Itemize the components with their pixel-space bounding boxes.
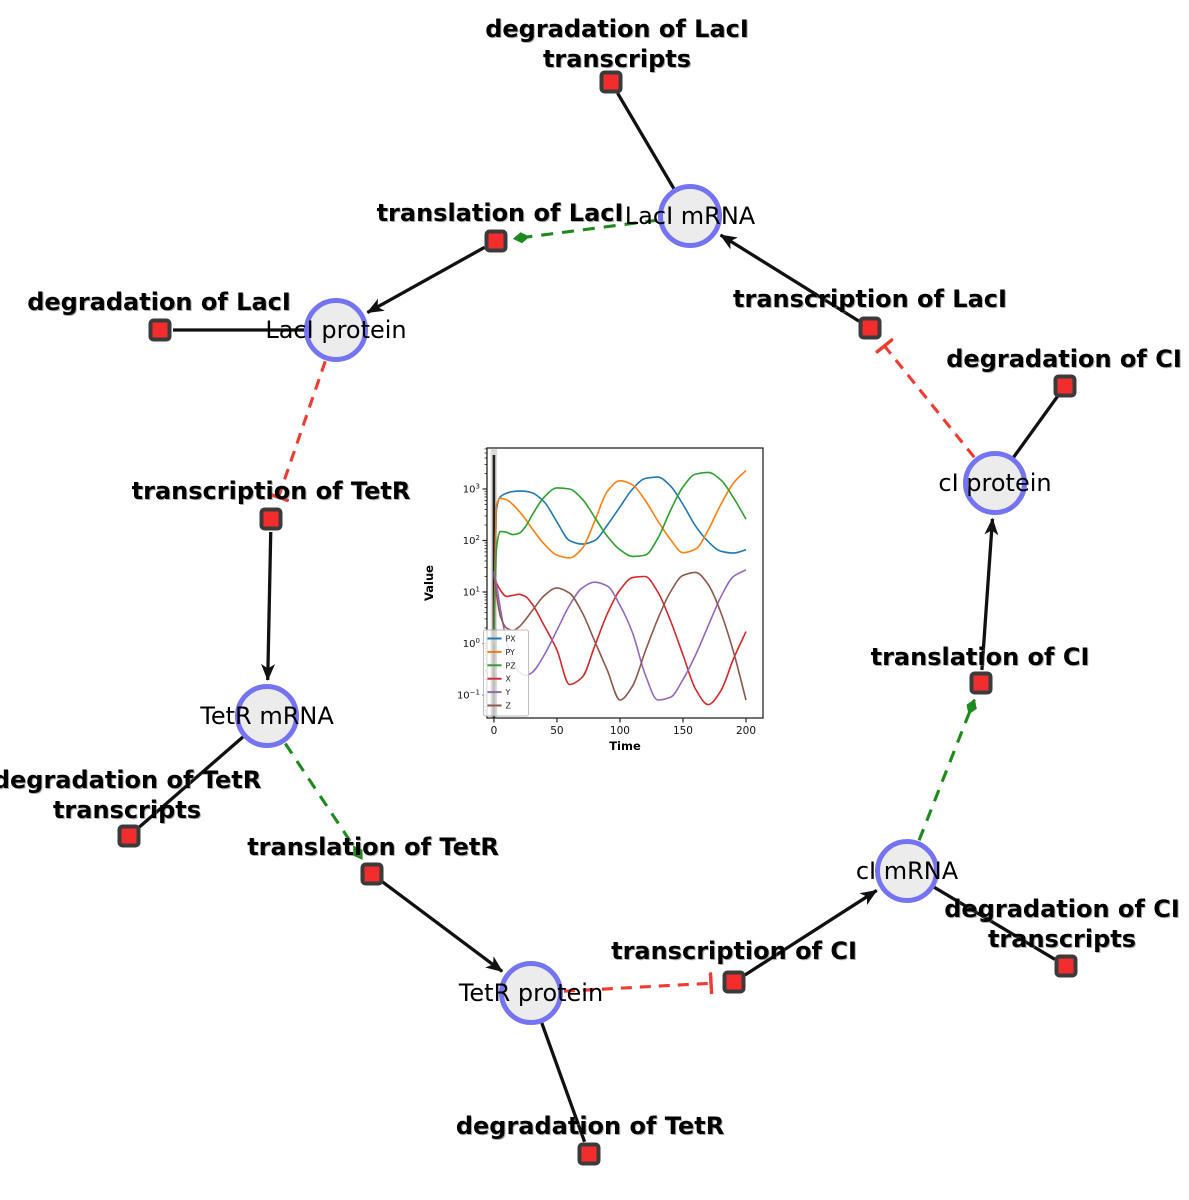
legend-label-z: Z [506,702,511,711]
species-node-ci-mrna[interactable] [875,839,939,903]
species-node-ci-protein[interactable] [963,451,1027,515]
reaction-node-transcription-ci[interactable] [722,970,746,994]
reaction-node-translation-tetr[interactable] [360,862,384,886]
species-label-laci-protein: LacI protein [265,316,407,344]
x-tick-label: 0 [491,725,498,737]
reaction-label-transcription-ci: transcription of CI [611,936,857,966]
edge-consume-tetr-mrna-to-deg-tetr-tx [137,735,245,829]
y-tick-label: 10−1 [457,688,480,701]
reaction-label-line: translation of CI [870,643,1090,671]
reaction-label-line: degradation of CI [946,345,1182,373]
reaction-label-deg-tetr-tx: degradation of TetR transcripts [0,765,261,825]
species-node-laci-protein[interactable] [304,298,368,362]
reaction-node-deg-tetr[interactable] [577,1142,601,1166]
edge-consume-ci-mrna-to-deg-ci-tx [932,885,1056,961]
reaction-label-deg-ci-tx: degradation of CI transcripts [944,894,1180,954]
species-label-laci-mrna: LacI mRNA [624,202,756,230]
legend-label-px: PX [506,635,517,644]
y-axis-label: Value [422,565,436,601]
legend-label-pz: PZ [506,661,516,670]
plot-frame [486,447,764,719]
reaction-node-transcription-tetr[interactable] [259,507,283,531]
reaction-label-line: transcripts [52,796,202,824]
reaction-label-line: transcripts [542,45,692,73]
reaction-node-translation-laci[interactable] [484,229,508,253]
edge-consume-ci-protein-to-deg-ci [1011,395,1059,459]
series-line-z [493,571,747,701]
reaction-label-transcription-laci: transcription of LacI [733,284,1007,314]
edge-inhibit-ci-protein-to-transcription-laci [884,346,976,459]
edge-modifier-laci-mrna-to-translation-laci [512,218,658,244]
reaction-label-line: transcription of LacI [733,285,1007,313]
legend-label-y: Y [505,688,511,697]
species-label-ci-mrna: cI mRNA [855,857,959,885]
y-tick-label: 103 [463,482,480,495]
edge-produce-transcription-laci-to-laci-mrna [719,233,860,323]
reaction-label-line: transcription of CI [611,937,857,965]
reaction-label-deg-laci-tx: degradation of LacI transcripts [485,14,749,74]
edge-modifier-tetr-mrna-to-translation-tetr [283,742,364,860]
species-label-ci-protein: cI protein [938,469,1052,497]
reaction-node-transcription-laci[interactable] [858,316,882,340]
reaction-label-line: translation of TetR [247,833,499,861]
edge-consume-tetr-protein-to-deg-tetr [539,1021,587,1143]
series-line-py [493,469,747,644]
reaction-label-line: degradation of LacI [27,288,291,316]
reaction-label-translation-ci: translation of CI [871,642,1090,672]
reaction-label-transcription-tetr: transcription of TetR [132,476,411,506]
reaction-label-line: translation of LacI [376,199,624,227]
reaction-label-translation-laci: translation of LacI [377,198,624,228]
x-tick-label: 200 [736,725,756,737]
reaction-label-line: degradation of TetR [0,766,262,794]
species-label-tetr-protein: TetR protein [458,979,604,1007]
reaction-node-deg-tetr-tx[interactable] [117,824,141,848]
series-line-px [493,476,747,644]
y-tick-label: 101 [463,585,480,598]
species-node-tetr-protein[interactable] [499,961,563,1025]
reaction-label-line: transcription of TetR [131,477,411,505]
y-tick-label: 102 [463,534,480,547]
x-tick-label: 50 [550,725,563,737]
reaction-node-deg-laci[interactable] [148,318,172,342]
x-axis-label: Time [609,739,641,753]
reaction-label-deg-tetr: degradation of TetR [456,1111,724,1141]
reaction-node-deg-ci-tx[interactable] [1054,954,1078,978]
x-tick-label: 100 [610,725,630,737]
edge-produce-transcription-tetr-to-tetr-mrna [261,531,276,682]
plot-area [492,455,747,718]
reaction-label-deg-ci: degradation of CI [946,344,1182,374]
edge-produce-transcription-ci-to-ci-mrna [744,889,878,977]
edge-inhibit-tetr-protein-to-transcription-ci [563,983,711,991]
legend-label-x: X [506,675,512,684]
edge-produce-translation-laci-to-laci-protein [366,245,486,314]
x-tick-label: 150 [673,725,693,737]
legend-label-py: PY [506,648,516,657]
edge-produce-translation-ci-to-ci-protein [980,517,999,671]
reaction-node-deg-ci[interactable] [1053,374,1077,398]
legend: PX PY PZ XYZ [483,629,529,717]
reaction-label-line: degradation of TetR [455,1112,725,1140]
edge-modifier-ci-mrna-to-translation-ci [917,698,977,841]
species-node-tetr-mrna[interactable] [235,684,299,748]
reaction-label-deg-laci: degradation of LacI [27,287,291,317]
edge-consume-laci-mrna-to-deg-laci-tx [616,92,676,191]
reaction-node-deg-laci-tx[interactable] [599,70,623,94]
reaction-label-line: transcripts [987,925,1137,953]
species-label-tetr-mrna: TetR mRNA [200,702,334,730]
edge-inhibit-laci-protein-to-transcription-tetr [278,360,327,497]
reaction-node-translation-ci[interactable] [969,671,993,695]
reaction-label-translation-tetr: translation of TetR [247,832,499,862]
reaction-label-line: degradation of CI [944,895,1180,923]
axvline-band [490,448,498,718]
series-line-pz [493,471,747,644]
reaction-label-line: degradation of LacI [485,15,749,43]
y-tick-label: 100 [463,637,480,650]
series-line-x [493,575,747,706]
species-node-laci-mrna[interactable] [658,184,722,248]
edge-produce-translation-tetr-to-tetr-protein [381,880,504,973]
